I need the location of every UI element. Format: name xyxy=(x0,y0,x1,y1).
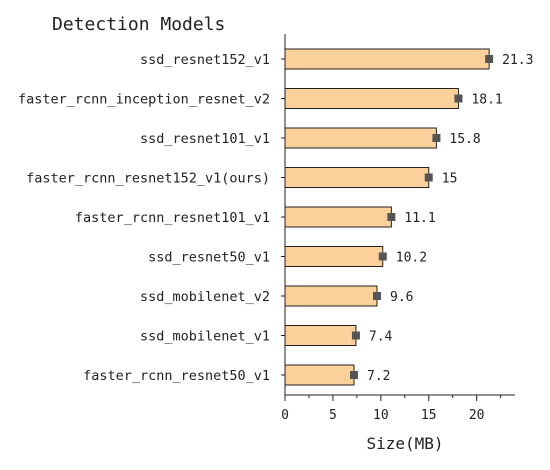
bar-6 xyxy=(284,285,378,307)
data-label-5: 10.2 xyxy=(396,251,427,266)
bar-end-marker-3 xyxy=(424,173,433,182)
bar-3 xyxy=(284,167,430,188)
category-label-0: ssd_resnet152_v1 xyxy=(140,52,270,68)
bar-end-marker-8 xyxy=(350,371,358,379)
bar-end-marker-4 xyxy=(387,213,396,221)
category-label-2: ssd_resnet101_v1 xyxy=(140,131,270,147)
bar-8 xyxy=(284,364,355,386)
x-tick-label-15: 15 xyxy=(421,408,437,423)
bar-end-marker-5 xyxy=(378,252,387,261)
bar-end-marker-1 xyxy=(454,94,463,103)
category-label-8: faster_rcnn_resnet50_v1 xyxy=(83,368,270,384)
bar-1 xyxy=(284,88,459,109)
chart-title: Detection Models xyxy=(52,14,225,35)
x-tick-label-20: 20 xyxy=(469,408,485,423)
category-label-1: faster_rcnn_inception_resnet_v2 xyxy=(18,92,270,108)
data-label-7: 7.4 xyxy=(369,330,393,345)
x-axis: 0 5 10 15 20 xyxy=(281,34,515,423)
x-tick-label-0: 0 xyxy=(281,408,289,423)
bar-end-marker-2 xyxy=(432,134,441,142)
bar-5 xyxy=(284,246,384,267)
data-label-8: 7.2 xyxy=(367,369,390,384)
x-tick-label-10: 10 xyxy=(373,408,389,423)
bar-end-marker-6 xyxy=(373,292,381,300)
bar-4 xyxy=(284,206,392,228)
data-label-1: 18.1 xyxy=(471,93,502,108)
category-label-4: faster_rcnn_resnet101_v1 xyxy=(75,210,270,226)
category-label-6: ssd_mobilenet_v2 xyxy=(140,289,270,305)
data-label-2: 15.8 xyxy=(449,132,480,147)
x-axis-title: Size(MB) xyxy=(366,434,443,453)
category-labels: ssd_resnet152_v1 faster_rcnn_inception_re… xyxy=(18,52,270,384)
data-label-3: 15 xyxy=(442,172,458,187)
bar-end-marker-0 xyxy=(485,55,494,63)
category-label-3: faster_rcnn_resnet152_v1(ours) xyxy=(26,171,270,187)
category-label-5: ssd_resnet50_v1 xyxy=(148,250,270,266)
bar-0 xyxy=(284,48,490,70)
bar-2 xyxy=(284,127,437,149)
bar-7 xyxy=(284,325,357,346)
bars-layer: 21.3 18.1 15.8 15 11.1 10.2 9.6 7.4 7.2 xyxy=(284,48,533,386)
data-label-0: 21.3 xyxy=(502,53,533,68)
bar-end-marker-7 xyxy=(351,331,360,340)
x-tick-label-5: 5 xyxy=(329,408,337,423)
category-label-7: ssd_mobilenet_v1 xyxy=(140,329,270,345)
data-label-6: 9.6 xyxy=(390,290,413,305)
data-label-4: 11.1 xyxy=(404,211,435,226)
